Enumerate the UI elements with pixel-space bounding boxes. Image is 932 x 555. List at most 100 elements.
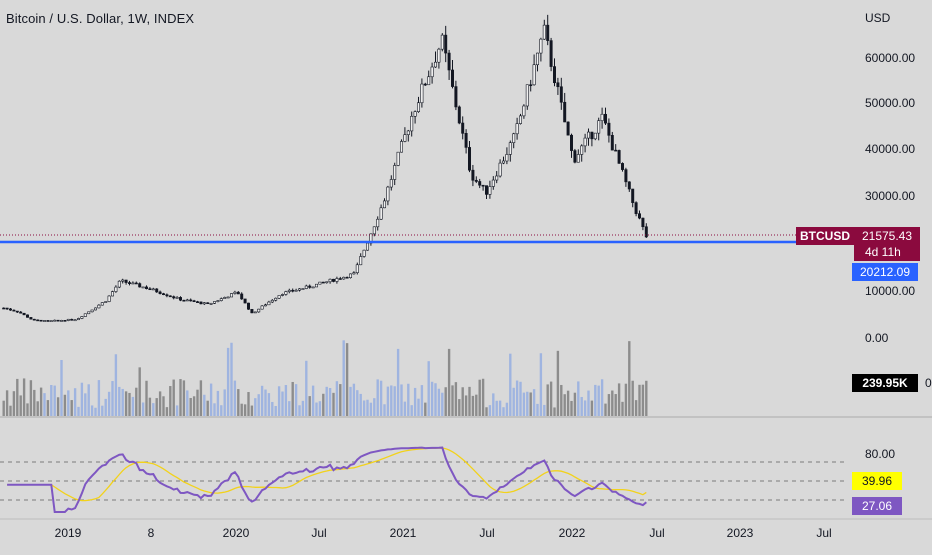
volume-bar [213, 403, 216, 416]
volume-bar [291, 381, 294, 416]
volume-bar [556, 350, 560, 416]
volume-bar [274, 405, 277, 416]
volume-bar [63, 394, 67, 416]
candle-body [627, 181, 631, 190]
candle-body [270, 299, 274, 303]
price-tick-label: 60000.00 [865, 51, 915, 65]
candle-body [352, 272, 356, 275]
candle-body [366, 242, 369, 251]
chart-title: Bitcoin / U.S. Dollar, 1W, INDEX [6, 11, 195, 26]
volume-bar [271, 401, 274, 416]
last-price-badge[interactable]: 21575.43 4d 11h [854, 227, 920, 261]
volume-bar [12, 391, 16, 416]
candle-body [563, 101, 567, 123]
candle-body [26, 314, 29, 318]
symbol-badge[interactable]: BTCUSD [796, 227, 854, 245]
volume-bar [590, 400, 594, 416]
volume-bar [505, 402, 509, 416]
time-tick-label: Jul [649, 526, 664, 540]
candle-body [5, 307, 9, 310]
volume-bar [73, 388, 77, 416]
candle-body [15, 310, 19, 313]
candle-body [570, 134, 573, 151]
candle-body [434, 61, 437, 68]
candle-body [284, 291, 288, 295]
price-axis[interactable]: USD 60000.00 50000.00 40000.00 30000.00 … [865, 11, 932, 390]
price-tick-label: 50000.00 [865, 96, 915, 110]
rsi-ma-badge[interactable]: 39.96 [852, 472, 902, 490]
candle-body [243, 298, 247, 304]
candle-body [549, 40, 553, 67]
volume-bar [386, 386, 390, 416]
rsi-badge[interactable]: 27.06 [852, 497, 902, 515]
candle-body [461, 122, 465, 134]
candle-body [213, 301, 216, 304]
volume-bar [80, 382, 84, 416]
volume-bar [107, 391, 111, 416]
volume-bar [36, 401, 39, 416]
candle-body [573, 150, 577, 163]
candle-body [519, 115, 522, 124]
time-tick-label: Jul [479, 526, 494, 540]
candle-body [437, 48, 441, 63]
candle-body [240, 293, 244, 300]
candle-body [478, 181, 482, 186]
candle-body [396, 151, 400, 166]
candle-body [226, 296, 230, 299]
volume-bar [87, 384, 90, 416]
candle-body [70, 318, 74, 321]
volume-bar [162, 396, 165, 416]
candle-body [179, 297, 182, 301]
candle-body [532, 64, 536, 86]
volume-bar [288, 401, 291, 416]
volume-bar [237, 389, 240, 416]
volume-bar [641, 384, 645, 416]
candle-body [338, 278, 342, 280]
candle-body [471, 169, 475, 181]
candle-body [260, 305, 264, 310]
volume-bar [111, 381, 114, 416]
volume-bar [260, 385, 264, 416]
candle-body [491, 179, 495, 187]
volume-badge[interactable]: 239.95K [852, 374, 918, 392]
volume-bar [145, 380, 148, 416]
rsi-ma-line [7, 447, 647, 502]
candle-body [617, 150, 621, 164]
candle-body [172, 296, 176, 299]
time-tick-label: 2023 [727, 526, 754, 540]
candle-body [325, 281, 329, 284]
time-tick-label: 8 [148, 526, 155, 540]
level-badge[interactable]: 20212.09 [852, 263, 918, 281]
candle-body [39, 319, 43, 322]
candle-body [230, 293, 233, 298]
candle-body [604, 113, 607, 124]
volume-bar [60, 359, 63, 416]
volume-bar [471, 395, 475, 416]
volume-bar [128, 392, 131, 416]
volume-bar [19, 395, 22, 416]
candle-body [349, 273, 352, 279]
candle-body [318, 281, 322, 285]
volume-bar [114, 354, 118, 416]
candle-body [328, 278, 332, 283]
candle-body [267, 301, 271, 306]
candle-body [298, 288, 301, 291]
candle-body [264, 304, 267, 307]
volume-bar [298, 405, 301, 416]
volume-bar [560, 384, 563, 416]
candle-body [311, 286, 315, 289]
price-tick-label: 30000.00 [865, 189, 915, 203]
candle-body [56, 319, 60, 322]
volume-bar [318, 401, 322, 416]
volume-bar [437, 388, 441, 416]
volume-bar [587, 390, 590, 416]
time-axis[interactable]: 2019 8 2020 Jul 2021 Jul 2022 Jul 2023 J… [55, 526, 832, 540]
candle-body [638, 213, 641, 219]
volume-bar [546, 384, 549, 416]
candle-body [447, 52, 451, 71]
volume-bar [488, 405, 492, 416]
candle-body [525, 84, 529, 107]
candle-body [413, 111, 417, 117]
